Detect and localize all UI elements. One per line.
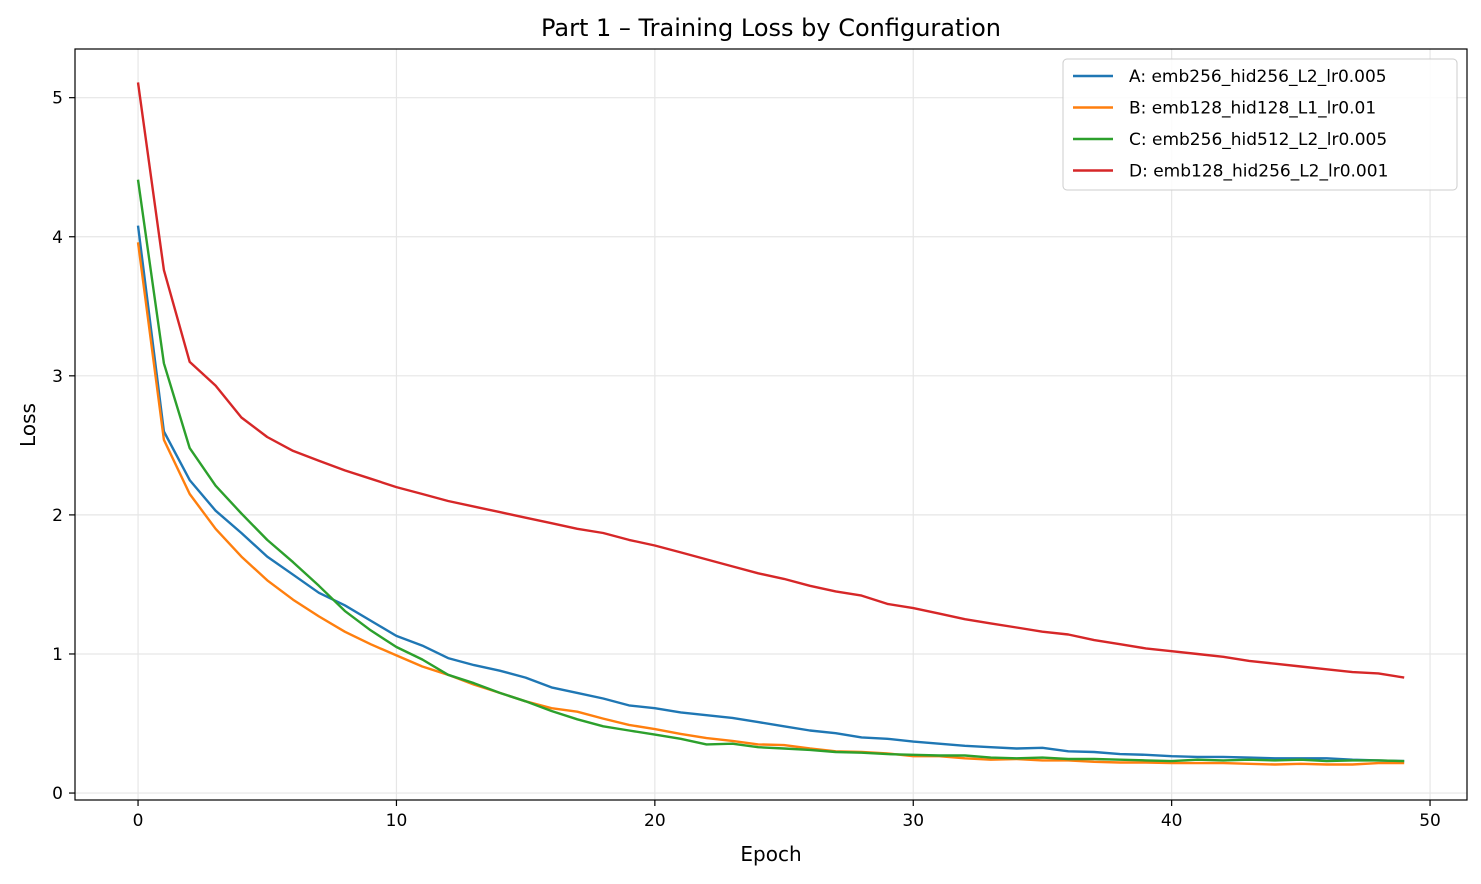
legend: A: emb256_hid256_L2_lr0.005 B: emb128_hid… bbox=[1062, 58, 1458, 191]
series-line-c bbox=[136, 179, 1405, 763]
y-tick-label: 0 bbox=[52, 784, 63, 804]
y-tick-label: 3 bbox=[52, 367, 63, 387]
series-line-a bbox=[136, 225, 1405, 763]
y-tick-label: 1 bbox=[52, 645, 63, 665]
x-tick-label: 10 bbox=[386, 811, 408, 831]
legend-label: D: emb128_hid256_L2_lr0.001 bbox=[1129, 162, 1388, 182]
x-tick-label: 20 bbox=[644, 811, 666, 831]
y-tick-label: 5 bbox=[52, 89, 63, 109]
ticks: 0 10 20 30 40 50 0 1 2 3 4 5 bbox=[52, 89, 1441, 831]
y-axis-label: Loss bbox=[16, 403, 40, 447]
x-axis-label: Epoch bbox=[740, 842, 801, 866]
series-line-d bbox=[136, 82, 1405, 679]
y-tick-label: 4 bbox=[52, 228, 63, 248]
legend-box bbox=[1062, 58, 1458, 191]
x-tick-label: 30 bbox=[902, 811, 924, 831]
x-tick-label: 0 bbox=[133, 811, 144, 831]
y-tick-label: 2 bbox=[52, 506, 63, 526]
legend-label: A: emb256_hid256_L2_lr0.005 bbox=[1129, 67, 1387, 87]
plot-frame bbox=[74, 48, 1468, 801]
legend-label: B: emb128_hid128_L1_lr0.01 bbox=[1129, 99, 1376, 119]
chart-title: Part 1 – Training Loss by Configuration bbox=[541, 14, 1001, 42]
series-lines bbox=[136, 82, 1405, 766]
legend-label: C: emb256_hid512_L2_lr0.005 bbox=[1129, 130, 1387, 150]
x-tick-label: 50 bbox=[1419, 811, 1441, 831]
series-line-b bbox=[136, 242, 1405, 766]
x-tick-label: 40 bbox=[1161, 811, 1183, 831]
